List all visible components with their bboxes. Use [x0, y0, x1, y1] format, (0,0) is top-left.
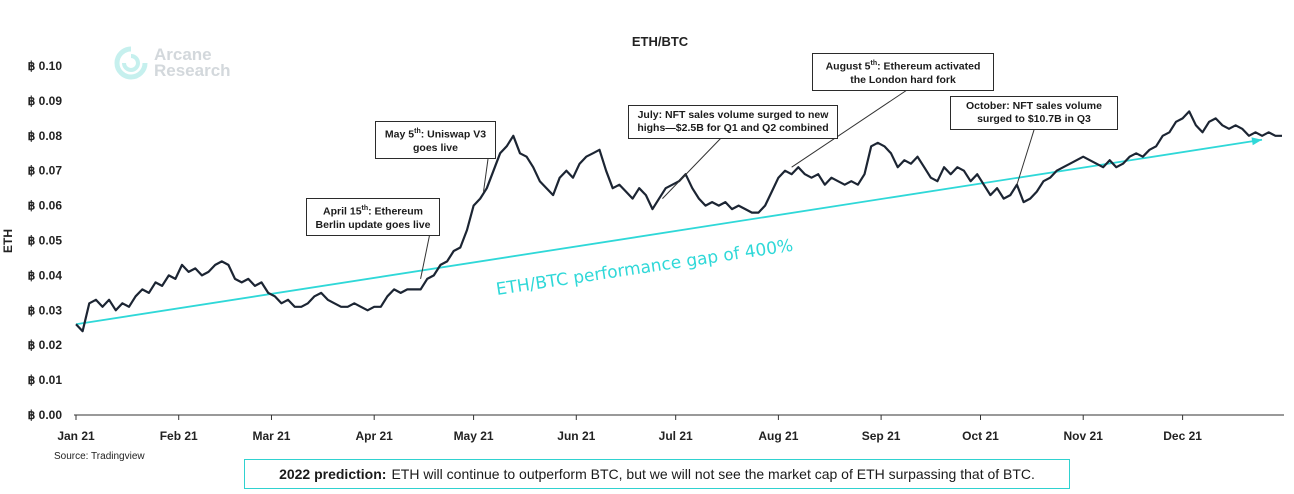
x-tick-label: Apr 21	[356, 429, 394, 443]
annotation-london: August 5th: Ethereum activated the Londo…	[812, 53, 994, 91]
annotation-connector	[483, 158, 489, 192]
chart-title: ETH/BTC	[632, 34, 689, 49]
x-tick-label: Aug 21	[758, 429, 798, 443]
x-tick-label: Jan 21	[57, 429, 95, 443]
y-tick-label: ฿ 0.04	[28, 268, 63, 282]
trend-line	[75, 138, 1263, 326]
y-tick-label: ฿ 0.09	[28, 94, 63, 108]
y-tick-label: ฿ 0.03	[28, 303, 63, 317]
annotation-nft-july: July: NFT sales volume surged to new hig…	[628, 105, 838, 139]
annotation-connector	[791, 87, 911, 168]
y-axis-label: ETH	[1, 229, 15, 253]
prediction-box: 2022 prediction: ETH will continue to ou…	[244, 459, 1070, 489]
x-axis-ticks: Jan 21 Feb 21 Mar 21 Apr 21 May 21 Jun 21 Jul …	[57, 415, 1202, 443]
annotation-connector	[662, 136, 723, 199]
prediction-text: ETH will continue to outperform BTC, but…	[391, 466, 1035, 482]
x-tick-label: Jul 21	[659, 429, 693, 443]
y-tick-label: ฿ 0.02	[28, 338, 63, 352]
x-tick-label: May 21	[454, 429, 494, 443]
trend-line-group	[75, 137, 1263, 326]
source-note: Source: Tradingview	[54, 451, 145, 462]
prediction-label: 2022 prediction:	[279, 466, 387, 482]
arcane-logo: Arcane Research	[114, 46, 231, 80]
x-tick-label: Oct 21	[962, 429, 999, 443]
annotation-nft-october: October: NFT sales volume surged to $10.…	[950, 96, 1118, 130]
x-tick-label: Nov 21	[1064, 429, 1104, 443]
arcane-logo-text: Arcane Research	[154, 45, 231, 80]
y-tick-label: ฿ 0.08	[28, 129, 63, 143]
y-tick-label: ฿ 0.10	[28, 59, 63, 73]
annotation-connector	[1016, 129, 1035, 185]
x-tick-label: Jun 21	[557, 429, 595, 443]
logo-line-1: Arcane	[154, 45, 212, 64]
arcane-logo-icon	[114, 46, 148, 80]
x-tick-label: Dec 21	[1163, 429, 1202, 443]
y-tick-label: ฿ 0.05	[28, 234, 63, 248]
eth-btc-series-line	[75, 110, 1282, 333]
x-tick-label: Mar 21	[252, 429, 290, 443]
logo-line-2: Research	[154, 61, 231, 80]
annotation-berlin: April 15th: Ethereum Berlin update goes …	[306, 198, 440, 236]
x-tick-label: Feb 21	[160, 429, 198, 443]
y-tick-label: ฿ 0.00	[28, 408, 63, 422]
annotation-connector	[420, 232, 431, 279]
trend-arrowhead	[1251, 137, 1262, 146]
y-tick-label: ฿ 0.07	[28, 164, 63, 178]
trend-label: ETH/BTC performance gap of 400%	[495, 236, 795, 300]
y-tick-label: ฿ 0.06	[28, 199, 63, 213]
x-tick-label: Sep 21	[862, 429, 901, 443]
annotation-connectors	[420, 87, 1035, 279]
y-tick-label: ฿ 0.01	[28, 373, 63, 387]
annotation-uniswap: May 5th: Uniswap V3 goes live	[375, 121, 496, 159]
y-axis-ticks: ฿ 0.00 ฿ 0.01 ฿ 0.02 ฿ 0.03 ฿ 0.04 ฿ 0.05 ฿ 0.…	[28, 59, 63, 422]
